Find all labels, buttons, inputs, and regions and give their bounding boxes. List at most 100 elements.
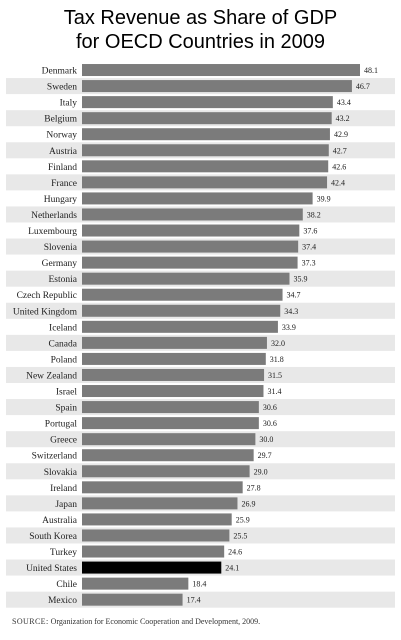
category-label-slovenia: Slovenia xyxy=(44,243,78,253)
bar-israel xyxy=(82,385,264,398)
bar-luxembourg xyxy=(82,224,300,237)
category-labels: Denmark Sweden Italy Belgium Norway Austria Fi… xyxy=(13,67,78,607)
category-label-poland: Poland xyxy=(51,355,78,365)
bar-italy xyxy=(82,96,333,109)
value-label-luxembourg: 37.6 xyxy=(303,227,317,236)
bar-norway xyxy=(82,128,330,141)
bar-slovakia xyxy=(82,465,250,478)
category-label-japan: Japan xyxy=(55,500,77,510)
bar-united-kingdom xyxy=(82,304,281,317)
chart-title-line-1: Tax Revenue as Share of GDP xyxy=(63,7,338,29)
value-label-mexico: 17.4 xyxy=(187,596,201,605)
value-label-germany: 37.3 xyxy=(302,259,316,268)
category-label-estonia: Estonia xyxy=(49,275,78,285)
category-label-united-kingdom: United Kingdom xyxy=(13,307,78,317)
category-label-slovakia: Slovakia xyxy=(44,468,78,478)
category-label-netherlands: Netherlands xyxy=(31,211,77,221)
bar-chile xyxy=(82,577,189,590)
value-label-finland: 42.6 xyxy=(332,162,346,171)
bar-mexico xyxy=(82,593,183,606)
value-label-portugal: 30.6 xyxy=(263,419,277,428)
value-label-poland: 31.8 xyxy=(270,355,284,364)
value-label-switzerland: 29.7 xyxy=(258,451,272,460)
bar-australia xyxy=(82,513,232,526)
category-label-australia: Australia xyxy=(42,516,78,526)
value-label-slovenia: 37.4 xyxy=(302,243,316,252)
category-label-sweden: Sweden xyxy=(47,83,77,93)
category-label-germany: Germany xyxy=(42,259,78,269)
category-label-norway: Norway xyxy=(46,131,77,141)
category-label-israel: Israel xyxy=(56,388,77,398)
value-label-hungary: 39.9 xyxy=(317,194,331,203)
bar-switzerland xyxy=(82,449,254,462)
value-label-greece: 30.0 xyxy=(259,435,273,444)
category-label-south-korea: South Korea xyxy=(29,532,78,542)
bar-czech-republic xyxy=(82,288,283,301)
bar-greece xyxy=(82,433,256,446)
bar-poland xyxy=(82,352,266,365)
bar-germany xyxy=(82,256,298,269)
bar-denmark xyxy=(82,64,360,77)
bar-portugal xyxy=(82,417,259,430)
bar-spain xyxy=(82,401,259,414)
category-label-iceland: Iceland xyxy=(49,323,77,333)
category-label-turkey: Turkey xyxy=(50,548,77,558)
category-label-czech-republic: Czech Republic xyxy=(17,291,77,301)
bar-sweden xyxy=(82,80,352,93)
value-label-australia: 25.9 xyxy=(236,515,250,524)
value-label-sweden: 46.7 xyxy=(356,82,370,91)
value-label-belgium: 43.2 xyxy=(336,114,350,123)
category-label-finland: Finland xyxy=(48,163,77,173)
value-label-norway: 42.9 xyxy=(334,130,348,139)
bar-netherlands xyxy=(82,208,303,221)
bar-austria xyxy=(82,144,329,157)
bar-hungary xyxy=(82,192,313,205)
category-label-spain: Spain xyxy=(55,404,77,414)
category-label-belgium: Belgium xyxy=(44,115,77,125)
value-label-japan: 26.9 xyxy=(241,499,255,508)
value-label-slovakia: 29.0 xyxy=(254,467,268,476)
category-label-switzerland: Switzerland xyxy=(32,452,78,462)
category-label-portugal: Portugal xyxy=(45,420,78,430)
bar-canada xyxy=(82,336,267,349)
value-label-ireland: 27.8 xyxy=(247,483,261,492)
category-label-ireland: Ireland xyxy=(50,484,77,494)
value-label-italy: 43.4 xyxy=(337,98,351,107)
value-label-france: 42.4 xyxy=(331,178,345,187)
category-label-france: France xyxy=(51,179,77,189)
category-label-mexico: Mexico xyxy=(48,596,77,606)
bar-south-korea xyxy=(82,529,230,542)
value-labels: 48.1 46.7 43.4 43.2 42.9 42.7 42.6 42.439.9 38.2… xyxy=(187,66,378,605)
value-label-united-kingdom: 34.3 xyxy=(284,307,298,316)
bar-estonia xyxy=(82,272,290,285)
category-label-italy: Italy xyxy=(60,99,78,109)
value-label-netherlands: 38.2 xyxy=(307,210,321,219)
value-label-south-korea: 25.5 xyxy=(233,531,247,540)
value-label-estonia: 35.9 xyxy=(293,275,307,284)
category-label-canada: Canada xyxy=(49,339,78,349)
bar-slovenia xyxy=(82,240,299,253)
bar-ireland xyxy=(82,481,243,494)
category-label-denmark: Denmark xyxy=(42,67,78,77)
bar-iceland xyxy=(82,320,278,333)
source-note: SOURCE: Organization for Economic Cooper… xyxy=(12,617,260,626)
value-label-new-zealand: 31.5 xyxy=(268,371,282,380)
category-label-hungary: Hungary xyxy=(44,195,77,205)
source-text: Organization for Economic Cooperation an… xyxy=(50,617,261,626)
bar-finland xyxy=(82,160,329,173)
category-label-luxembourg: Luxembourg xyxy=(28,227,77,237)
value-label-denmark: 48.1 xyxy=(364,66,378,75)
bar-turkey xyxy=(82,545,225,558)
value-label-canada: 32.0 xyxy=(271,339,285,348)
value-label-austria: 42.7 xyxy=(333,146,347,155)
value-label-spain: 30.6 xyxy=(263,403,277,412)
value-label-czech-republic: 34.7 xyxy=(287,291,301,300)
value-label-turkey: 24.6 xyxy=(228,548,242,557)
bar-france xyxy=(82,176,328,189)
category-label-greece: Greece xyxy=(50,436,77,446)
category-label-united-states: United States xyxy=(26,564,77,574)
source-label: SOURCE: xyxy=(12,617,49,626)
bar-belgium xyxy=(82,112,332,125)
category-label-austria: Austria xyxy=(49,147,78,157)
value-label-united-states: 24.1 xyxy=(225,564,239,573)
